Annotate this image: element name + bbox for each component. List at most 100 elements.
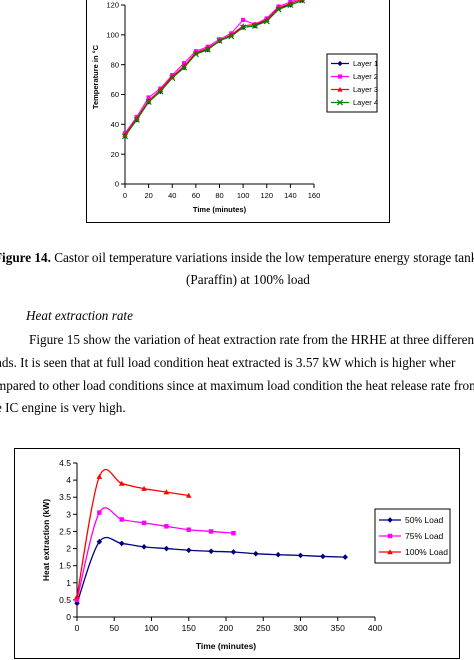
y-tick-label: 1: [66, 578, 71, 588]
legend-marker: [336, 99, 344, 106]
section-number: 5.: [0, 308, 26, 324]
series-line: [76, 536, 346, 604]
legend-marker: [337, 60, 343, 67]
data-point: [141, 485, 147, 491]
data-point: [263, 18, 270, 25]
x-tick-label: 20: [144, 191, 152, 200]
series-line: [76, 468, 189, 597]
x-tick-label: 0: [75, 623, 80, 633]
heat-extraction-chart-svg: 0 50 100 150 200 250 300 350 400 0 0.5 1 1.5 2 2.5 3 3.5…: [41, 458, 451, 651]
figure-14-caption: Figure 14. Castor oil temperature variat…: [0, 248, 474, 268]
y-axis-label: Temperature in °C: [91, 44, 100, 109]
data-point: [320, 553, 326, 560]
data-point: [118, 540, 125, 547]
x-tick-label: 160: [308, 191, 321, 200]
legend-label: 75% Load: [405, 531, 444, 541]
data-point: [240, 24, 247, 31]
section-heading: 5.Heat extraction rate: [0, 308, 133, 324]
data-point: [192, 51, 199, 58]
data-point: [163, 545, 170, 552]
data-point: [157, 88, 164, 95]
data-point: [146, 95, 151, 100]
x-tick-label: 150: [182, 623, 196, 633]
data-point: [181, 61, 187, 66]
legend-label: Layer 3: [353, 85, 378, 94]
x-tick-label: 200: [219, 623, 233, 633]
y-tick-label: 1.5: [59, 561, 71, 571]
marker-stroke: [287, 1, 294, 9]
data-point: [169, 75, 176, 82]
y-tick-label: 2: [66, 544, 71, 554]
data-point: [181, 64, 188, 71]
marker-stroke: [240, 24, 247, 31]
series-4: [121, 0, 306, 140]
data-point: [253, 550, 259, 557]
body-text-line: Figure 15 show the variation of heat ext…: [29, 332, 474, 347]
x-tick-label: 60: [192, 191, 200, 200]
figure-14-caption-label: Figure 14.: [0, 250, 51, 265]
body-text-line: ads. It is seen that at full load condit…: [0, 355, 456, 370]
data-point: [164, 524, 169, 529]
data-point: [342, 554, 348, 560]
data-point: [141, 544, 147, 550]
marker-stroke: [181, 64, 188, 71]
y-tick-label: 4: [66, 475, 71, 485]
marker-stroke: [157, 88, 164, 95]
y-tick-label: 2.5: [59, 526, 71, 536]
data-point: [204, 46, 211, 53]
data-point: [208, 529, 214, 534]
data-point: [97, 510, 102, 515]
data-point: [241, 17, 246, 22]
data-point: [216, 37, 223, 44]
marker-stroke: [263, 18, 270, 25]
data-point: [74, 597, 80, 603]
figure-14-caption-text: Castor oil temperature variations inside…: [50, 250, 474, 265]
y-tick-label: 100: [106, 30, 119, 39]
y-tick-label: 3: [66, 509, 71, 519]
body-text-line: mpared to other load conditions since at…: [0, 378, 474, 393]
y-tick-label: 3.5: [59, 492, 71, 502]
marker-stroke: [121, 133, 129, 140]
x-axis-label: Time (minutes): [193, 205, 247, 214]
temperature-chart-svg: 0 20 40 60 80 100 120 140 160 0 20 40 60 80 100 120 Time…: [91, 0, 378, 214]
x-tick-label: 80: [215, 191, 223, 200]
series-2: [122, 0, 298, 136]
body-text-line: e IC engine is very high.: [0, 400, 126, 415]
figure-14-caption-line2: (Paraffin) at 100% load: [186, 272, 310, 287]
section-title: Heat extraction rate: [26, 308, 133, 323]
legend-marker: [337, 74, 343, 79]
marker-stroke: [216, 37, 223, 44]
series-3: [74, 468, 192, 599]
y-tick-label: 0.5: [59, 595, 71, 605]
data-point: [228, 33, 235, 40]
series-3: [122, 0, 305, 137]
data-point: [297, 552, 304, 559]
marker-stroke: [228, 33, 235, 40]
marker-stroke: [169, 75, 176, 82]
data-point: [96, 473, 103, 479]
data-point: [133, 116, 140, 123]
x-tick-label: 100: [237, 191, 250, 200]
legend-label: Layer 4: [353, 98, 378, 107]
data-point: [74, 593, 80, 599]
y-tick-label: 20: [111, 150, 119, 159]
legend-marker: [337, 86, 343, 92]
x-axis-label: Time (minutes): [196, 641, 256, 651]
series-line: [76, 507, 234, 601]
data-point: [299, 0, 306, 4]
data-point: [185, 547, 192, 554]
marker-stroke: [275, 6, 282, 13]
x-tick-label: 400: [368, 623, 382, 633]
figure-14-chart: 0 20 40 60 80 100 120 140 160 0 20 40 60 80 100 120 Time…: [86, 0, 390, 223]
x-tick-label: 300: [293, 623, 307, 633]
x-tick-label: 0: [123, 191, 127, 200]
legend: Layer 1 Layer 2 Layer 3 Layer 4: [326, 53, 378, 113]
legend-marker: [387, 533, 393, 539]
y-tick-label: 120: [106, 1, 119, 10]
marker-stroke: [192, 51, 199, 58]
y-tick-label: 80: [111, 60, 119, 69]
x-tick-label: 40: [168, 191, 176, 200]
marker-stroke: [336, 99, 344, 106]
data-point: [118, 480, 125, 486]
series-line: [124, 0, 302, 136]
